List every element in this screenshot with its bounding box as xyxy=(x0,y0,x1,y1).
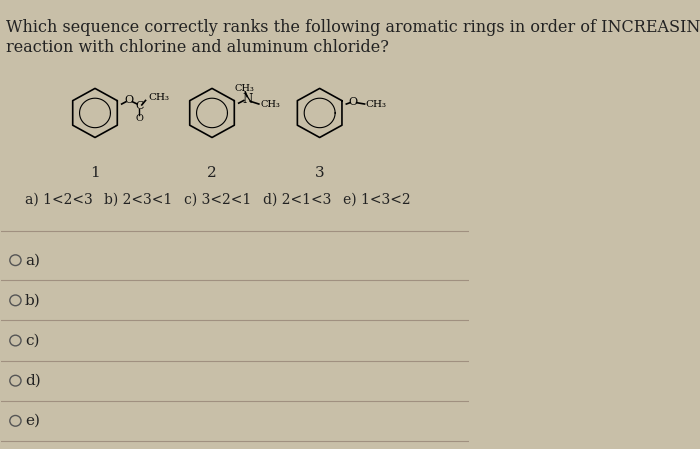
Text: c) 3<2<1: c) 3<2<1 xyxy=(184,193,251,207)
Text: CH₃: CH₃ xyxy=(365,100,386,109)
Text: C: C xyxy=(135,101,143,111)
Text: Which sequence correctly ranks the following aromatic rings in order of INCREASI: Which sequence correctly ranks the follo… xyxy=(6,19,700,56)
Text: CH₃: CH₃ xyxy=(148,93,169,102)
Text: 2: 2 xyxy=(207,166,217,180)
Text: O: O xyxy=(136,114,144,123)
Text: a) 1<2<3: a) 1<2<3 xyxy=(25,193,92,207)
Text: CH₃: CH₃ xyxy=(234,84,255,93)
Text: 1: 1 xyxy=(90,166,100,180)
Text: O: O xyxy=(349,97,358,107)
Text: e) 1<3<2: e) 1<3<2 xyxy=(343,193,411,207)
Text: d): d) xyxy=(25,374,41,387)
Text: b) 2<3<1: b) 2<3<1 xyxy=(104,193,173,207)
Text: b): b) xyxy=(25,293,41,308)
Text: a): a) xyxy=(25,253,40,267)
Text: N: N xyxy=(242,93,252,106)
Text: 3: 3 xyxy=(315,166,325,180)
Text: d) 2<1<3: d) 2<1<3 xyxy=(263,193,332,207)
Text: c): c) xyxy=(25,334,39,348)
Text: CH₃: CH₃ xyxy=(260,101,280,110)
Text: O: O xyxy=(125,96,134,106)
Text: e): e) xyxy=(25,414,40,428)
